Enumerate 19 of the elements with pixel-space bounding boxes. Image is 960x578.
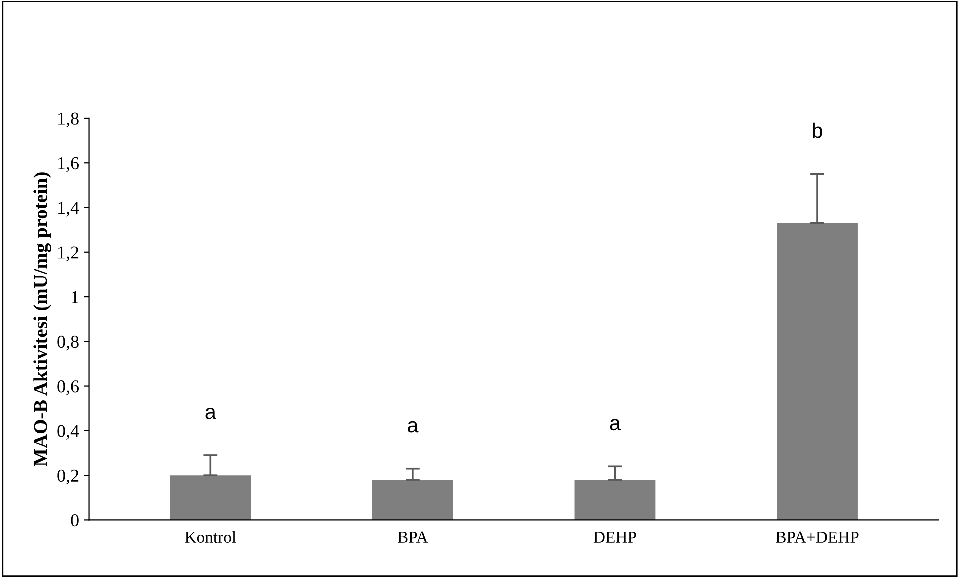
y-tick-label: 0,8 [58,336,79,351]
y-tick-label: 0,4 [58,425,80,440]
y-axis-title: MAO-B Aktivitesi (mU/mg protein) [34,172,52,467]
annotation: a [206,408,216,420]
annotation: b [813,122,822,138]
y-tick-label: 1,6 [58,157,80,172]
x-tick-label: BPA [398,532,428,543]
y-tick-label: 0,2 [58,470,79,485]
y-tick-label: 0 [71,514,79,527]
y-tick-label: 0,6 [58,380,80,396]
annotation: a [610,419,622,431]
x-tick-label: DEHP [594,532,636,543]
annotation: a [408,421,419,433]
y-tick-label: 1,8 [58,112,79,128]
y-tick-label: 1,4 [58,202,80,217]
x-tick-label: Kontrol [185,531,236,544]
y-tick-label: 1,2 [58,246,79,262]
x-tick-label: BPA+DEHP [776,532,859,543]
y-tick-label: 1 [72,291,78,304]
